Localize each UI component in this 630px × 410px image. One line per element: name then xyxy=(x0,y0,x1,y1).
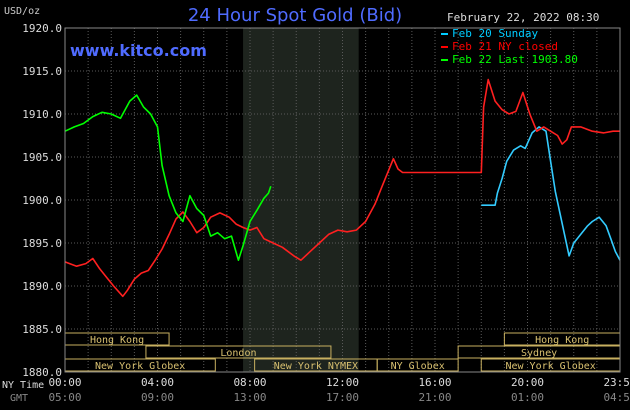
date-stamp: February 22, 2022 08:30 xyxy=(447,11,599,24)
session-label: New York NYMEX xyxy=(274,361,358,372)
y-tick-label: 1890.0 xyxy=(22,280,62,293)
x-tick-label-gmt: 09:00 xyxy=(141,391,174,404)
x-tick-label-gmt: 04:59 xyxy=(603,391,630,404)
x-axis-label-ny: NY Time xyxy=(2,380,44,391)
session-label: Hong Kong xyxy=(90,335,144,346)
legend-swatch xyxy=(441,33,448,35)
session-label: NY Globex xyxy=(391,361,445,372)
price-series xyxy=(64,78,621,298)
session-bar xyxy=(145,345,332,359)
session-label: London xyxy=(220,348,256,359)
x-tick-label-ny: 04:00 xyxy=(141,376,174,389)
x-tick-label-ny: 23:59 xyxy=(603,376,630,389)
x-tick-label-gmt: 13:00 xyxy=(233,391,266,404)
x-axis: 00:00 05:00 04:00 09:00 08:00 13:00 12:00 17:00… xyxy=(2,376,630,404)
x-tick-label-ny: 12:00 xyxy=(326,376,359,389)
y-tick-label: 1885.0 xyxy=(22,323,62,336)
y-tick-label: 1895.0 xyxy=(22,237,62,250)
series-line xyxy=(64,78,620,298)
legend-label: Feb 20 Sunday xyxy=(452,27,538,40)
session-label: New York Globex xyxy=(95,361,185,372)
session-box: NY Globex xyxy=(376,358,459,372)
session-label: New York Globex xyxy=(505,361,595,372)
legend-swatch xyxy=(441,59,448,61)
y-axis: 1880.0 1885.0 1890.0 1895.0 1900.0 1905.0 1910… xyxy=(22,22,62,379)
legend-label: Feb 21 NY closed xyxy=(452,40,558,53)
y-tick-label: 1880.0 xyxy=(22,366,62,379)
x-tick-label-gmt: 01:00 xyxy=(511,391,544,404)
source-watermark: www.kitco.com xyxy=(70,41,207,60)
series-line xyxy=(481,126,621,261)
y-axis-label: USD/oz xyxy=(4,6,40,17)
series-line xyxy=(64,94,272,261)
legend-entry: Feb 22 Last 1903.80 xyxy=(441,53,578,66)
legend-label: Feb 22 Last 1903.80 xyxy=(452,53,578,66)
session-bar xyxy=(376,358,459,372)
plot-border xyxy=(64,27,621,373)
x-tick-label-gmt: 05:00 xyxy=(48,391,81,404)
x-tick-label-gmt: 21:00 xyxy=(418,391,451,404)
y-tick-label: 1920.0 xyxy=(22,22,62,35)
x-axis-label-gmt: GMT xyxy=(10,393,28,404)
y-tick-label: 1915.0 xyxy=(22,65,62,78)
y-tick-label: 1900.0 xyxy=(22,194,62,207)
x-tick-label-gmt: 17:00 xyxy=(326,391,359,404)
x-tick-label-ny: 16:00 xyxy=(418,376,451,389)
x-tick-label-ny: 00:00 xyxy=(48,376,81,389)
chart-title: 24 Hour Spot Gold (Bid) xyxy=(188,5,402,26)
legend-entry: Feb 20 Sunday xyxy=(441,27,538,40)
session-box: London xyxy=(145,345,332,359)
x-tick-label-ny: 20:00 xyxy=(511,376,544,389)
y-tick-label: 1910.0 xyxy=(22,108,62,121)
session-label: Hong Kong xyxy=(535,335,589,346)
legend-entry: Feb 21 NY closed xyxy=(441,40,558,53)
session-label: Sydney xyxy=(521,348,557,359)
x-tick-label-ny: 08:00 xyxy=(233,376,266,389)
legend-swatch xyxy=(441,46,448,48)
y-tick-label: 1905.0 xyxy=(22,151,62,164)
